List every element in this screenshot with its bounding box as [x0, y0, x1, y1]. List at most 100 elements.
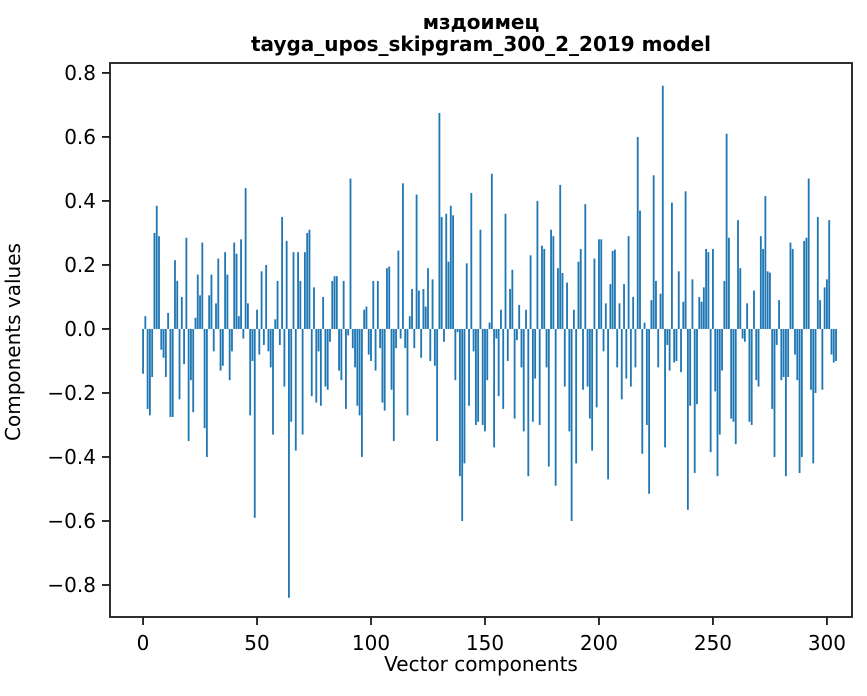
bar [397, 250, 400, 329]
bar [595, 328, 598, 408]
bar [456, 328, 459, 333]
bar [253, 328, 256, 518]
bar [454, 328, 457, 381]
bar [424, 306, 427, 329]
bar [317, 328, 320, 352]
bar [794, 328, 796, 355]
bar [203, 328, 206, 429]
bar [739, 268, 742, 329]
bar [329, 328, 331, 342]
bar [641, 328, 644, 454]
x-axis-label: Vector components [384, 652, 578, 676]
bar [609, 284, 612, 329]
bar [493, 328, 496, 448]
bar [655, 280, 657, 329]
bar [598, 239, 600, 329]
bar [762, 248, 764, 329]
bar [486, 328, 489, 381]
bar [315, 328, 318, 403]
bar [600, 239, 603, 329]
bar [354, 328, 356, 368]
bar [661, 85, 664, 329]
bar [559, 184, 562, 329]
bar [333, 276, 336, 329]
y-axis-tick-label: 0.0 [64, 317, 96, 341]
y-axis-tick-label: −0.2 [47, 381, 96, 405]
bar [199, 295, 201, 329]
bar [303, 252, 306, 329]
bar [228, 328, 231, 381]
bar [588, 328, 591, 419]
bar [331, 280, 334, 329]
bar [632, 296, 635, 329]
bar [518, 304, 521, 329]
bar [490, 173, 493, 329]
bar [281, 216, 284, 329]
bar [367, 328, 370, 355]
bar [791, 248, 794, 329]
bar [495, 328, 498, 339]
bar [536, 200, 539, 329]
x-axis-tick-label: 100 [352, 631, 390, 655]
bar [185, 237, 188, 329]
bar [445, 213, 448, 329]
bar [520, 328, 523, 368]
bar [205, 328, 208, 457]
bar [272, 328, 274, 435]
bar [381, 328, 384, 403]
bar [741, 328, 744, 339]
bar [515, 328, 518, 341]
bar [652, 175, 655, 329]
bar [700, 301, 703, 329]
bar [488, 322, 491, 329]
bar [563, 328, 566, 387]
y-axis-tick-label: 0.2 [64, 253, 96, 277]
bar [531, 328, 534, 422]
bar [417, 290, 420, 329]
bar [372, 280, 375, 329]
bar [757, 328, 760, 387]
bar [349, 178, 352, 329]
bar [602, 328, 605, 352]
bar [383, 328, 386, 411]
bar [406, 328, 409, 416]
bar [705, 248, 708, 329]
y-axis-tick-label: 0.6 [64, 125, 96, 149]
bar [390, 328, 393, 390]
bar [322, 296, 325, 329]
bar [212, 328, 215, 352]
bar [643, 322, 646, 329]
bar [689, 328, 692, 406]
bar [604, 303, 607, 329]
bar [474, 328, 477, 425]
bar [668, 328, 671, 371]
bar [219, 328, 222, 371]
bar [479, 229, 482, 329]
bar [787, 328, 790, 377]
y-axis-tick-label: −0.8 [47, 573, 96, 597]
bar [561, 272, 564, 329]
bar [360, 328, 363, 457]
bar [575, 328, 578, 464]
bar [415, 194, 418, 329]
bar [538, 328, 541, 425]
bar [429, 328, 432, 361]
bar [707, 252, 710, 329]
bar [734, 328, 737, 445]
plot-spines [109, 62, 853, 618]
bar [712, 248, 714, 329]
bar [789, 242, 792, 329]
bar [470, 192, 473, 329]
bar [265, 264, 268, 329]
bar [436, 328, 439, 441]
bar [443, 328, 445, 342]
bar [611, 250, 614, 329]
bar [753, 290, 755, 329]
bar [743, 328, 746, 342]
bar [262, 328, 265, 345]
bar [433, 328, 436, 366]
bar [780, 328, 783, 381]
bar [164, 328, 167, 377]
bar [525, 309, 527, 329]
